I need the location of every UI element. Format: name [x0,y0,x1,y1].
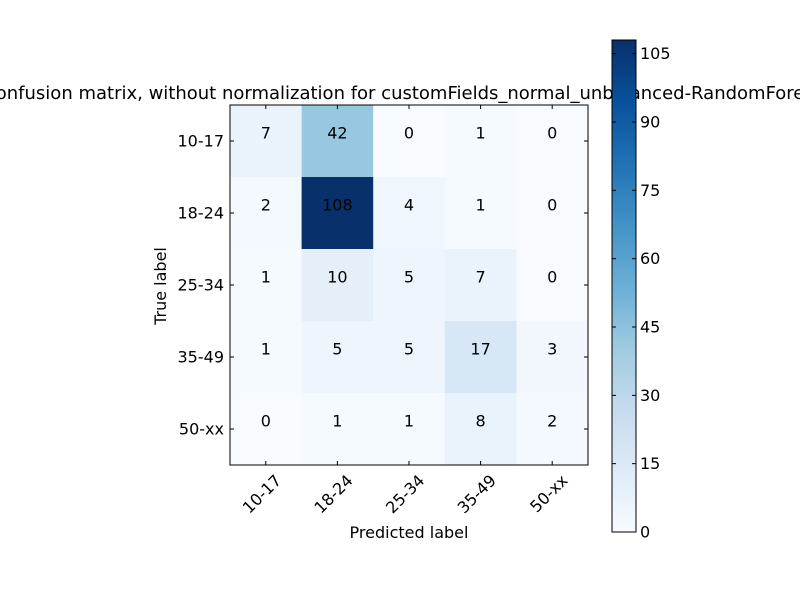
colorbar-tick-label: 15 [640,454,660,473]
heatmap-cell [516,393,589,466]
colorbar-tick-label: 75 [640,181,660,200]
heatmap-cell [516,321,589,394]
heatmap-cell [373,249,446,322]
heatmap-cell [301,177,374,250]
colorbar [611,39,637,533]
heatmap-cell [230,177,303,250]
heatmap-cell [444,393,517,466]
y-tick-label: 50-xx [179,420,224,439]
cell-value-label: 0 [547,196,557,215]
cell-value-label: 0 [261,412,271,431]
y-tick-label: 25-34 [178,276,225,295]
heatmap-cell [516,105,589,178]
heatmap-cell [301,105,374,178]
cell-value-label: 7 [261,124,271,143]
heatmap-cells [230,105,589,466]
cell-value-label: 1 [404,412,414,431]
colorbar-tick-label: 90 [640,113,660,132]
cell-value-label: 1 [332,412,342,431]
heatmap-cell [230,249,303,322]
heatmap-cell [444,249,517,322]
heatmap-cell [373,321,446,394]
cell-value-labels: 7 42 0 1 02 108 4 1 01 10 5 7 01 5 5 17 30 1 1 8 2 [261,124,558,431]
x-tick-label: 10-17 [239,471,285,517]
colorbar-tick-label: 30 [640,386,660,405]
cell-value-label: 1 [476,196,486,215]
colorbar-tick-label: 45 [640,318,660,337]
heatmap-cell [301,249,374,322]
cell-value-label: 5 [332,340,342,359]
heatmap-cell [444,105,517,178]
x-axis-label: Predicted label [350,523,469,542]
chart-title: Confusion matrix, without normalization … [0,83,800,104]
y-tick-label: 18-24 [178,204,225,223]
cell-value-label: 2 [261,196,271,215]
y-tick-label: 10-17 [178,132,225,151]
cell-value-label: 8 [476,412,486,431]
colorbar-tick-label: 0 [640,523,650,542]
colorbar-tick-label: 105 [640,44,671,63]
heatmap-cell [373,177,446,250]
heatmap-cell [230,321,303,394]
y-axis-ticks: 10-17 18-24 25-34 35-49 50-xx [178,132,588,439]
x-tick-label: 35-49 [454,471,500,517]
colorbar-ticks: 0 15 30 45 60 75 90 105 [612,44,671,542]
heatmap-cell [230,393,303,466]
heatmap-cell [373,105,446,178]
cell-value-label: 5 [404,340,414,359]
cell-value-label: 3 [547,340,557,359]
cell-value-label: 10 [327,268,347,287]
cell-value-label: 1 [476,124,486,143]
cell-value-label: 42 [327,124,347,143]
cell-value-label: 108 [322,196,353,215]
heatmap-cell [301,393,374,466]
x-tick-label: 18-24 [310,471,356,517]
y-tick-label: 35-49 [178,348,225,367]
cell-value-label: 0 [547,124,557,143]
cell-value-label: 2 [547,412,557,431]
cell-value-label: 1 [261,340,271,359]
heatmap-cell [373,393,446,466]
heatmap-cell [444,177,517,250]
cell-value-label: 5 [404,268,414,287]
y-axis-label: True label [151,247,170,326]
heatmap-cell [516,249,589,322]
cell-value-label: 4 [404,196,414,215]
heatmap-cell [516,177,589,250]
cell-value-label: 0 [547,268,557,287]
heatmap-cell [444,321,517,394]
cell-value-label: 0 [404,124,414,143]
colorbar-tick-label: 60 [640,249,660,268]
x-tick-label: 50-xx [526,471,571,516]
cell-value-label: 7 [476,268,486,287]
cell-value-label: 17 [470,340,490,359]
cell-value-label: 1 [261,268,271,287]
heatmap-cell [301,321,374,394]
x-tick-label: 25-34 [382,471,428,517]
heatmap-cell [230,105,303,178]
